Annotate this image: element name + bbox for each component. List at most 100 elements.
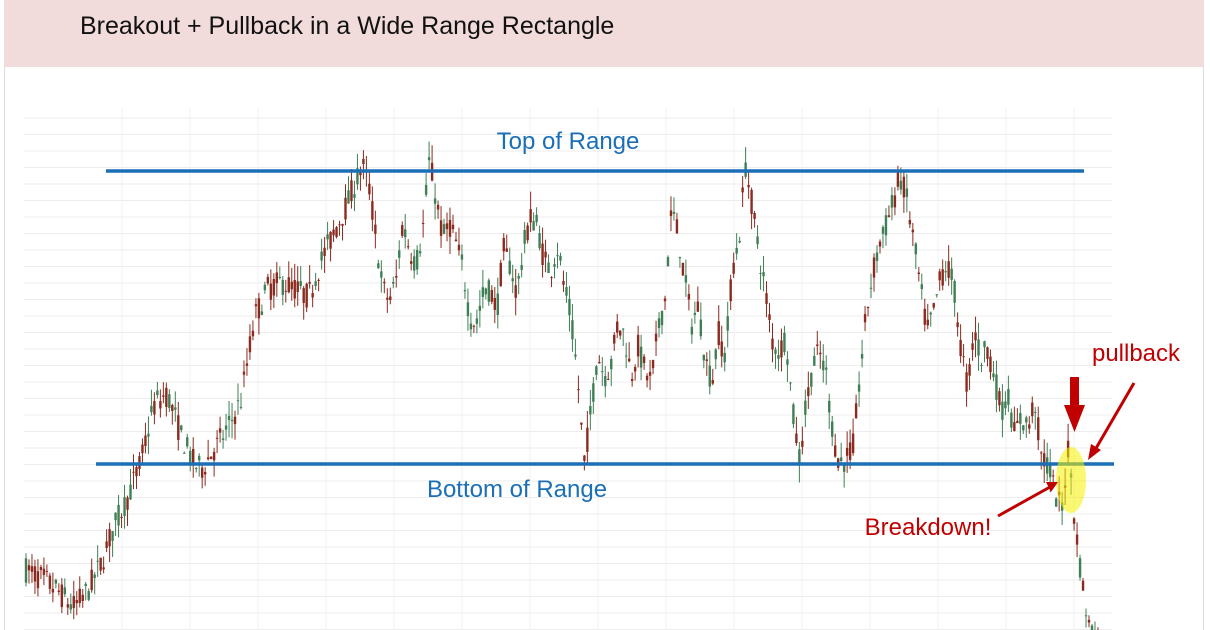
candle-body: [825, 367, 828, 370]
candle-body: [845, 447, 849, 456]
candle-body: [517, 275, 520, 279]
pullback-label: pullback: [1092, 340, 1181, 367]
candle-body: [221, 438, 225, 440]
candle-body: [687, 294, 691, 300]
candle-body: [24, 558, 28, 583]
candle-body: [117, 504, 120, 526]
candle-body: [353, 194, 356, 198]
candle-body: [938, 271, 941, 281]
candle-body: [723, 352, 726, 363]
candle-body: [63, 587, 67, 595]
candle-body: [484, 288, 488, 295]
candle-body: [995, 374, 998, 400]
candle-body: [1043, 453, 1046, 467]
candle-body: [732, 262, 735, 274]
candle-body: [556, 255, 559, 257]
candle-body: [156, 390, 159, 396]
candle-body: [529, 209, 532, 223]
candle-body: [242, 371, 246, 375]
candle-body: [914, 243, 918, 255]
candle-body: [702, 354, 706, 361]
candle-body: [171, 404, 174, 412]
candle-body: [520, 265, 523, 270]
candle-body: [439, 220, 443, 236]
candle-body: [1028, 424, 1031, 429]
candle-body: [344, 197, 347, 220]
candle-body: [236, 400, 240, 402]
candle-body: [941, 269, 944, 286]
candle-body: [842, 462, 846, 472]
candle-body: [362, 158, 365, 164]
candle-body: [675, 219, 679, 234]
slide-title: Breakout + Pullback in a Wide Range Rect…: [80, 12, 615, 40]
candle-body: [502, 237, 505, 252]
candle-body: [454, 239, 458, 242]
candle-body: [251, 330, 255, 337]
candle-body: [93, 574, 96, 579]
candle-body: [395, 275, 398, 278]
candle-body: [666, 257, 670, 267]
candle-body: [350, 180, 353, 202]
candle-body: [1048, 465, 1052, 478]
candle-body: [114, 512, 117, 521]
candle-body: [571, 320, 574, 340]
candle-body: [239, 406, 243, 408]
chart-overlays: Top of Range Bottom of Range pullback Break…: [96, 128, 1181, 541]
candle-body: [389, 296, 392, 301]
candle-body: [81, 594, 84, 601]
candle-body: [621, 328, 625, 330]
candle-body: [296, 281, 299, 292]
candle-body: [789, 382, 792, 384]
candle-body: [932, 303, 935, 308]
candle-body: [672, 211, 676, 214]
candle-body: [281, 279, 284, 295]
candle-body: [908, 219, 912, 225]
candle-body: [565, 287, 568, 296]
candle-body: [890, 195, 894, 208]
candle-body: [424, 184, 428, 195]
candle-body: [383, 281, 386, 284]
candle-body: [610, 358, 613, 370]
candle-body: [1001, 401, 1004, 420]
candle-body: [711, 380, 714, 384]
candle-body: [616, 321, 619, 333]
candle-body: [663, 298, 667, 302]
candle-body: [804, 400, 807, 415]
candle-body: [496, 293, 499, 315]
candle-body: [51, 588, 55, 593]
candle-body: [735, 247, 738, 254]
candle-body: [574, 354, 577, 357]
candle-body: [765, 293, 768, 304]
candle-body: [983, 341, 986, 348]
candle-body: [992, 373, 995, 378]
candle-body: [839, 457, 843, 462]
candle-body: [580, 422, 583, 425]
candle-body: [720, 341, 723, 357]
candle-body: [633, 367, 637, 372]
candle-body: [583, 455, 586, 461]
candle-body: [189, 450, 192, 464]
candle-body: [920, 284, 923, 290]
candle-body: [968, 364, 971, 376]
candle-body: [881, 227, 885, 234]
candle-body: [738, 240, 741, 243]
candle-body: [409, 261, 413, 264]
candle-body: [412, 256, 416, 271]
pullback-marker-shaft: [1070, 377, 1079, 405]
candle-body: [541, 243, 544, 266]
candle-body: [99, 557, 102, 571]
candle-body: [1040, 452, 1043, 454]
bottom-of-range-label: Bottom of Range: [427, 476, 607, 503]
candle-body: [203, 471, 207, 475]
candle-body: [923, 308, 926, 325]
candle-body: [759, 272, 762, 274]
candle-body: [559, 255, 562, 261]
candle-body: [654, 333, 658, 342]
candle-body: [168, 394, 171, 408]
candle-body: [905, 188, 909, 197]
candle-body: [33, 566, 37, 582]
candle-body: [974, 332, 977, 341]
candle-body: [786, 359, 789, 365]
candle-body: [935, 294, 938, 296]
candle-body: [508, 260, 511, 274]
